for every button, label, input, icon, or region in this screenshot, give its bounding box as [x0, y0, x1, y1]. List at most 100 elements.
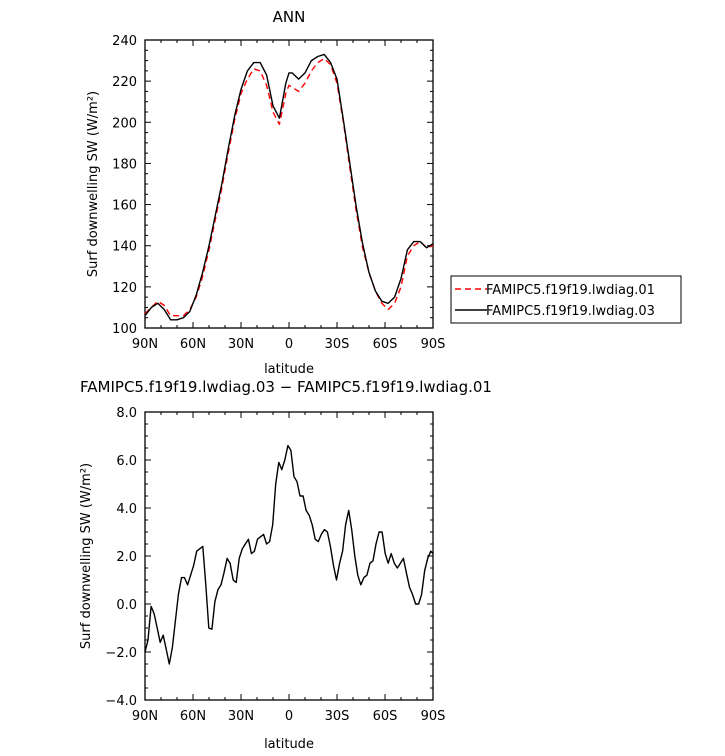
- data-point: [151, 606, 152, 607]
- data-point: [215, 214, 216, 215]
- data-point: [196, 551, 197, 552]
- data-point: [223, 572, 224, 573]
- data-point: [253, 62, 254, 63]
- data-point: [284, 459, 285, 460]
- data-point: [397, 567, 398, 568]
- data-point: [292, 87, 293, 88]
- data-point: [251, 553, 252, 554]
- data-point: [415, 603, 416, 604]
- data-point: [187, 584, 188, 585]
- data-point: [160, 642, 161, 643]
- x-tick-label: 90S: [421, 709, 446, 724]
- data-point: [375, 543, 376, 544]
- x-tick-label: 60N: [180, 337, 206, 352]
- data-point: [330, 62, 331, 63]
- data-point: [372, 560, 373, 561]
- data-point: [430, 551, 431, 552]
- data-point: [412, 594, 413, 595]
- y-tick-label: 2.0: [116, 550, 137, 565]
- data-point: [287, 445, 288, 446]
- data-point: [324, 58, 325, 59]
- data-point: [345, 524, 346, 525]
- data-point: [285, 93, 286, 94]
- data-point: [169, 663, 170, 664]
- y-tick-label: 200: [112, 116, 137, 131]
- data-point: [278, 462, 279, 463]
- data-point: [333, 565, 334, 566]
- data-point: [175, 620, 176, 621]
- data-point: [272, 524, 273, 525]
- y-tick-label: 220: [112, 75, 137, 90]
- data-point: [394, 303, 395, 304]
- data-point: [208, 245, 209, 246]
- y-tick-label: 120: [112, 281, 137, 296]
- data-point: [349, 163, 350, 164]
- data-point: [189, 311, 190, 312]
- data-point: [363, 577, 364, 578]
- data-point: [208, 627, 209, 628]
- data-point: [184, 577, 185, 578]
- plot-frame: [144, 39, 434, 329]
- data-point: [227, 558, 228, 559]
- data-point: [304, 83, 305, 84]
- data-point: [388, 303, 389, 304]
- data-point: [199, 548, 200, 549]
- data-point: [228, 148, 229, 149]
- y-tick-label: 180: [112, 157, 137, 172]
- data-point: [272, 111, 273, 112]
- data-point: [157, 303, 158, 304]
- data-point: [312, 524, 313, 525]
- data-point: [426, 247, 427, 248]
- data-point: [211, 629, 212, 630]
- data-point: [351, 529, 352, 530]
- data-point: [214, 601, 215, 602]
- data-point: [369, 563, 370, 564]
- data-point: [166, 649, 167, 650]
- data-point: [375, 290, 376, 291]
- data-point: [254, 551, 255, 552]
- chart-title: FAMIPC5.f19f19.lwdiag.03 − FAMIPC5.f19f1…: [80, 378, 492, 396]
- data-point: [381, 303, 382, 304]
- x-tick-label: 30N: [228, 709, 254, 724]
- data-point: [413, 245, 414, 246]
- data-point: [181, 577, 182, 578]
- x-axis-label: latitude: [264, 737, 314, 752]
- data-point: [315, 539, 316, 540]
- y-tick-label: −2.0: [105, 646, 137, 661]
- legend-label: FAMIPC5.f19f19.lwdiag.01: [486, 283, 655, 298]
- data-point: [247, 70, 248, 71]
- data-point: [205, 584, 206, 585]
- data-point: [304, 72, 305, 73]
- x-tick-label: 30S: [325, 337, 350, 352]
- data-point: [293, 476, 294, 477]
- data-point: [342, 551, 343, 552]
- data-point: [343, 120, 344, 121]
- data-point: [356, 206, 357, 207]
- series-line-1: [144, 57, 434, 317]
- data-point: [279, 118, 280, 119]
- data-point: [239, 558, 240, 559]
- data-point: [290, 450, 291, 451]
- data-point: [240, 89, 241, 90]
- data-point: [298, 79, 299, 80]
- data-point: [432, 243, 433, 244]
- data-point: [362, 243, 363, 244]
- data-point: [309, 515, 310, 516]
- x-tick-label: 0: [285, 709, 293, 724]
- data-point: [279, 124, 280, 125]
- y-tick-label: 240: [112, 34, 137, 49]
- x-tick-label: 60S: [373, 337, 398, 352]
- data-point: [269, 541, 270, 542]
- data-point: [336, 79, 337, 80]
- data-point: [368, 272, 369, 273]
- y-tick-label: 8.0: [116, 406, 137, 421]
- y-tick-label: 6.0: [116, 454, 137, 469]
- data-point: [272, 105, 273, 106]
- legend-label: FAMIPC5.f19f19.lwdiag.03: [486, 304, 655, 319]
- data-point: [183, 315, 184, 316]
- data-point: [357, 575, 358, 576]
- data-point: [233, 579, 234, 580]
- y-tick-label: 160: [112, 199, 137, 214]
- data-point: [151, 307, 152, 308]
